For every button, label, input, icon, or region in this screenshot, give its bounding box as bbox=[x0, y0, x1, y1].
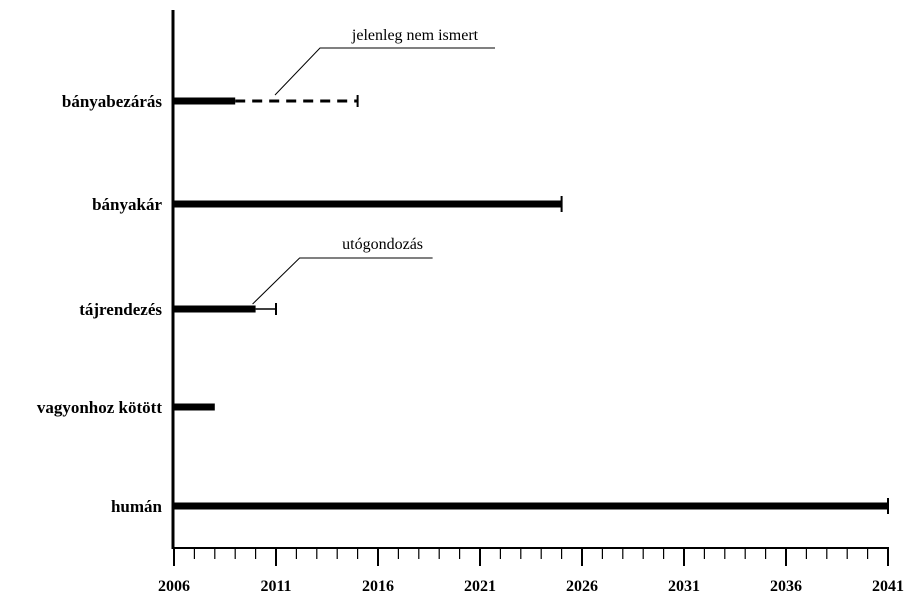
annotation-leader-line bbox=[274, 47, 495, 96]
category-label: bányabezárás bbox=[62, 92, 163, 111]
axes bbox=[171, 10, 889, 549]
x-tick-label: 2036 bbox=[770, 578, 802, 595]
category-label: vagyonhoz kötött bbox=[37, 398, 162, 417]
x-tick-label: 2026 bbox=[566, 578, 598, 595]
x-tick-labels: 2006 2011 2016 2021 2026 2031 2036 2041 bbox=[158, 578, 904, 595]
x-tick-label: 2011 bbox=[260, 578, 291, 595]
annotation-label: utógondozás bbox=[342, 236, 423, 253]
x-tick-label: 2006 bbox=[158, 578, 190, 595]
x-tick-label: 2021 bbox=[464, 578, 496, 595]
annotation-leader-line bbox=[252, 257, 433, 305]
category-label: tájrendezés bbox=[79, 300, 162, 319]
bars bbox=[174, 95, 889, 514]
annotation-label: jelenleg nem ismert bbox=[351, 27, 479, 44]
category-labels: bányabezárás bányakár tájrendezés vagyonhoz… bbox=[37, 92, 163, 516]
x-tick-label: 2041 bbox=[872, 578, 904, 595]
x-tick-label: 2031 bbox=[668, 578, 700, 595]
category-label: bányakár bbox=[92, 195, 162, 214]
annotations: jelenleg nem ismert utógondozás bbox=[252, 27, 495, 305]
x-ticks bbox=[173, 548, 889, 566]
x-tick-label: 2016 bbox=[362, 578, 394, 595]
category-label: humán bbox=[111, 497, 163, 516]
